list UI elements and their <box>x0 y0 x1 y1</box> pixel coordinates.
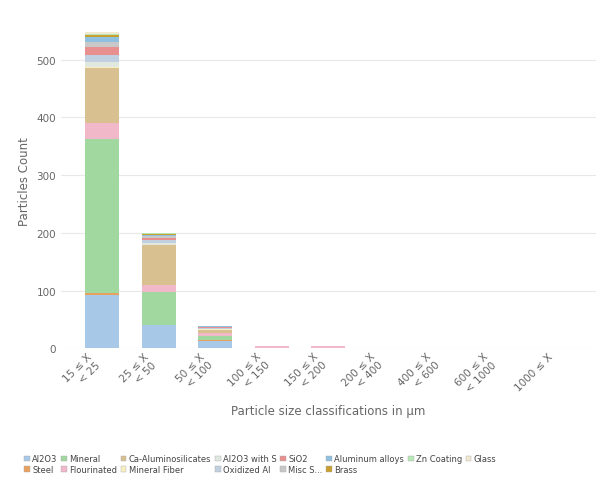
Bar <box>142 246 176 285</box>
Bar <box>142 239 176 241</box>
Bar <box>85 123 119 139</box>
Bar <box>142 237 176 239</box>
Bar <box>198 329 232 330</box>
Bar <box>85 294 119 295</box>
Bar <box>198 328 232 329</box>
Bar <box>255 346 289 348</box>
Bar <box>198 333 232 336</box>
Bar <box>142 234 176 235</box>
Bar <box>198 340 232 341</box>
Bar <box>142 243 176 245</box>
Bar <box>85 67 119 69</box>
Bar <box>85 63 119 67</box>
Bar <box>85 139 119 294</box>
Bar <box>85 56 119 63</box>
X-axis label: Particle size classifications in μm: Particle size classifications in μm <box>231 405 426 418</box>
Bar <box>142 292 176 325</box>
Bar <box>311 346 345 348</box>
Bar <box>85 295 119 348</box>
Bar <box>85 43 119 48</box>
Bar <box>142 325 176 348</box>
Legend: Al2O3, Steel, Mineral, Flourinated, Ca-Aluminosilicates, Mineral Fiber, Al2O3 wi: Al2O3, Steel, Mineral, Flourinated, Ca-A… <box>22 453 499 476</box>
Bar <box>198 330 232 333</box>
Bar <box>85 48 119 56</box>
Bar <box>142 285 176 292</box>
Bar <box>142 245 176 246</box>
Bar <box>142 241 176 243</box>
Bar <box>198 336 232 340</box>
Y-axis label: Particles Count: Particles Count <box>18 137 31 226</box>
Bar <box>85 33 119 35</box>
Bar <box>198 341 232 348</box>
Bar <box>85 69 119 123</box>
Bar <box>85 36 119 38</box>
Bar <box>85 38 119 43</box>
Bar <box>142 233 176 234</box>
Bar <box>142 235 176 237</box>
Bar <box>85 35 119 36</box>
Bar <box>198 327 232 328</box>
